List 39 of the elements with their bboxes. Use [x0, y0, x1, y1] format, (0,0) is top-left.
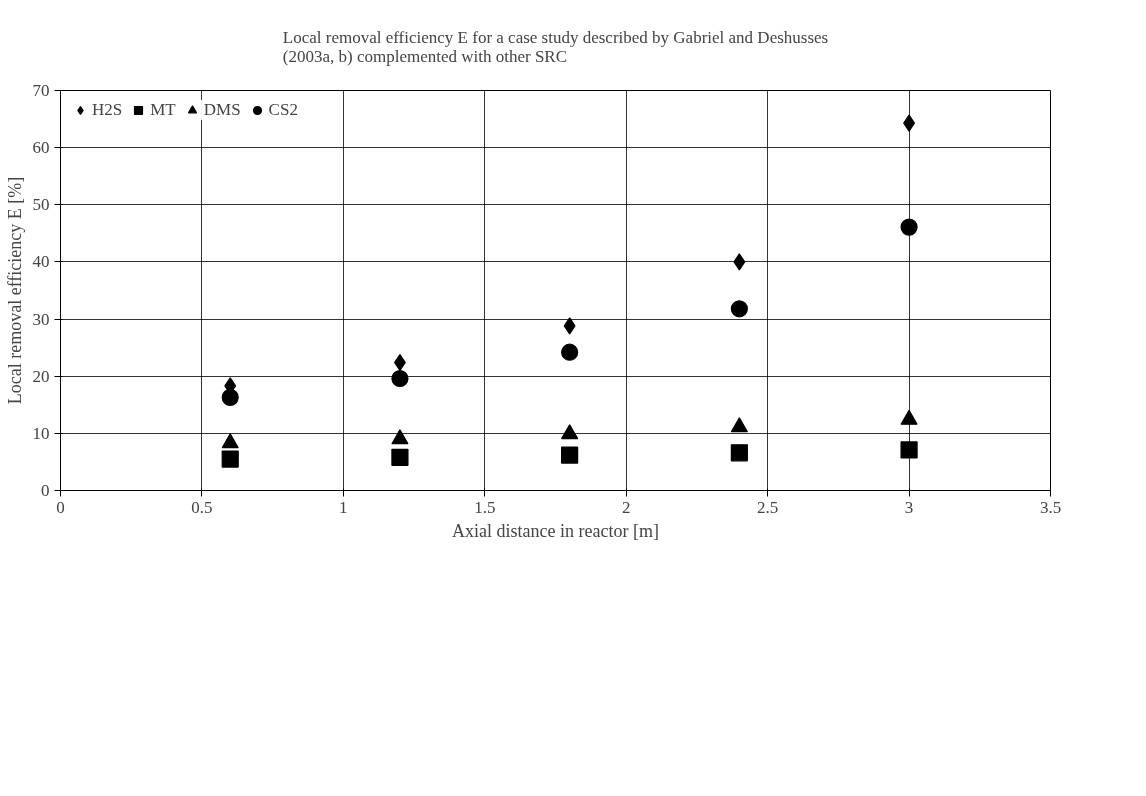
point	[221, 450, 239, 468]
point	[561, 343, 579, 361]
legend-label: MT	[150, 100, 176, 120]
x-tick-label: 2	[621, 497, 631, 517]
point	[900, 441, 918, 459]
y-tick-label: 20	[32, 366, 50, 386]
point	[561, 424, 579, 440]
x-tick-label: 0.5	[191, 497, 213, 517]
point	[391, 429, 409, 445]
point	[730, 300, 748, 318]
point	[561, 446, 579, 464]
point	[730, 444, 748, 462]
point	[733, 253, 746, 271]
y-tick-label: 10	[32, 423, 50, 443]
x-tick-label: 1.5	[474, 497, 496, 517]
point	[391, 369, 409, 388]
x-tick-label: 3	[904, 497, 914, 517]
y-tick-label: 30	[32, 309, 50, 329]
point	[221, 433, 239, 449]
y-tick-label: 60	[32, 138, 50, 158]
legend-label: CS2	[268, 100, 298, 120]
legend-label: DMS	[203, 100, 241, 120]
x-tick-label: 0	[56, 497, 65, 517]
chart-title: Local removal efficiency E for a case study described by Gabriel and Deshusses (2003a, b) complemented with other SRC	[282, 27, 829, 66]
x-tick-label: 1	[339, 497, 348, 517]
y-axis-title: Local removal efficiency E [%]	[4, 176, 25, 405]
point	[563, 317, 576, 335]
y-tick-label: 50	[32, 195, 50, 215]
y-tick-label: 70	[32, 81, 50, 100]
x-tick-label: 3.5	[1039, 497, 1062, 517]
y-tick-label: 0	[41, 481, 50, 500]
point	[221, 388, 239, 406]
point	[900, 218, 918, 236]
legend-label: H2S	[92, 100, 123, 120]
x-axis-title: Axial distance in reactor [m]	[452, 520, 659, 541]
point	[730, 417, 748, 433]
y-tick-label: 40	[32, 252, 50, 272]
x-tick-label: 2.5	[757, 497, 779, 517]
point	[391, 448, 409, 466]
